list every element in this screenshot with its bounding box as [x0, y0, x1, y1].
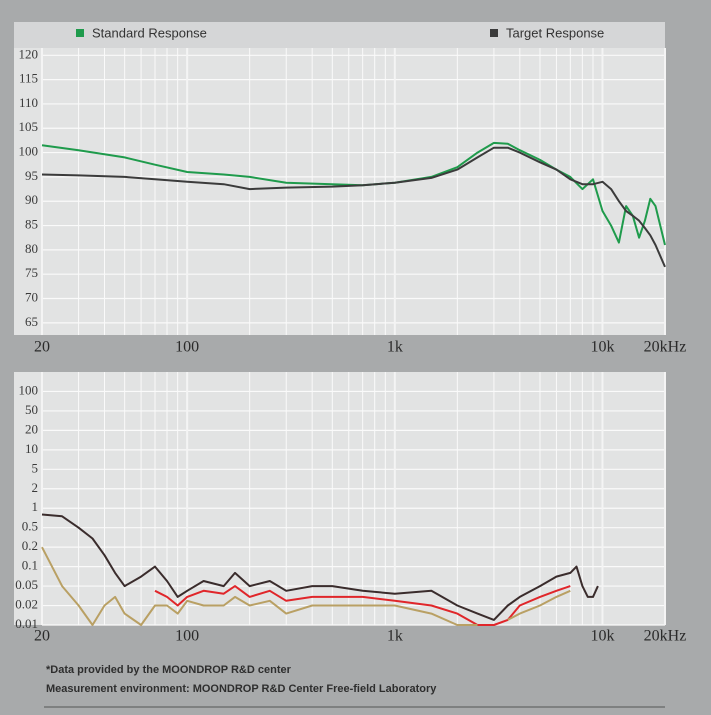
footnote: Measurement environment: MOONDROP R&D Ce… — [46, 683, 437, 695]
series-line — [41, 146, 666, 268]
x-tick-label: 20kHz — [644, 339, 687, 356]
series-line — [41, 546, 571, 626]
y-tick-label: 20 — [25, 421, 38, 436]
x-tick-label: 20 — [34, 628, 50, 645]
y-tick-label: 70 — [25, 290, 38, 305]
y-tick-label: 115 — [19, 71, 38, 86]
y-tick-label: 2 — [32, 480, 39, 495]
top-panel — [14, 48, 665, 335]
y-tick-label: 75 — [25, 265, 38, 280]
y-tick-label: 0.02 — [15, 597, 38, 612]
series-line — [41, 513, 599, 621]
x-tick-label: 100 — [175, 339, 199, 356]
x-tick-label: 10k — [590, 628, 614, 645]
legend-label: Target Response — [506, 25, 604, 40]
legend-label: Standard Response — [92, 25, 207, 40]
y-tick-label: 0.2 — [22, 538, 38, 553]
x-tick-label: 1k — [387, 628, 403, 645]
y-tick-label: 0.1 — [22, 558, 38, 573]
y-tick-label: 100 — [19, 144, 39, 159]
y-tick-label: 100 — [19, 382, 39, 397]
y-tick-label: 1 — [32, 499, 39, 514]
y-tick-label: 80 — [25, 241, 38, 256]
y-tick-label: 0.05 — [15, 577, 38, 592]
x-tick-label: 20 — [34, 339, 50, 356]
y-tick-label: 105 — [19, 119, 39, 134]
footnote: *Data provided by the MOONDROP R&D cente… — [46, 664, 292, 676]
x-tick-label: 1k — [387, 339, 403, 356]
y-tick-label: 50 — [25, 402, 38, 417]
y-tick-label: 10 — [25, 441, 38, 456]
y-tick-label: 5 — [32, 460, 39, 475]
legend-swatch — [490, 29, 498, 37]
y-tick-label: 95 — [25, 168, 38, 183]
y-tick-label: 120 — [19, 46, 39, 61]
x-tick-label: 20kHz — [644, 628, 687, 645]
y-tick-label: 0.5 — [22, 519, 38, 534]
legend-bar — [14, 22, 665, 48]
legend-swatch — [76, 29, 84, 37]
y-tick-label: 85 — [25, 217, 38, 232]
x-tick-label: 100 — [175, 628, 199, 645]
y-tick-label: 65 — [25, 314, 38, 329]
x-tick-label: 10k — [590, 339, 614, 356]
y-tick-label: 90 — [25, 192, 38, 207]
y-tick-label: 110 — [19, 95, 38, 110]
y-tick-label: 0.01 — [15, 616, 38, 631]
series-line — [154, 585, 571, 626]
